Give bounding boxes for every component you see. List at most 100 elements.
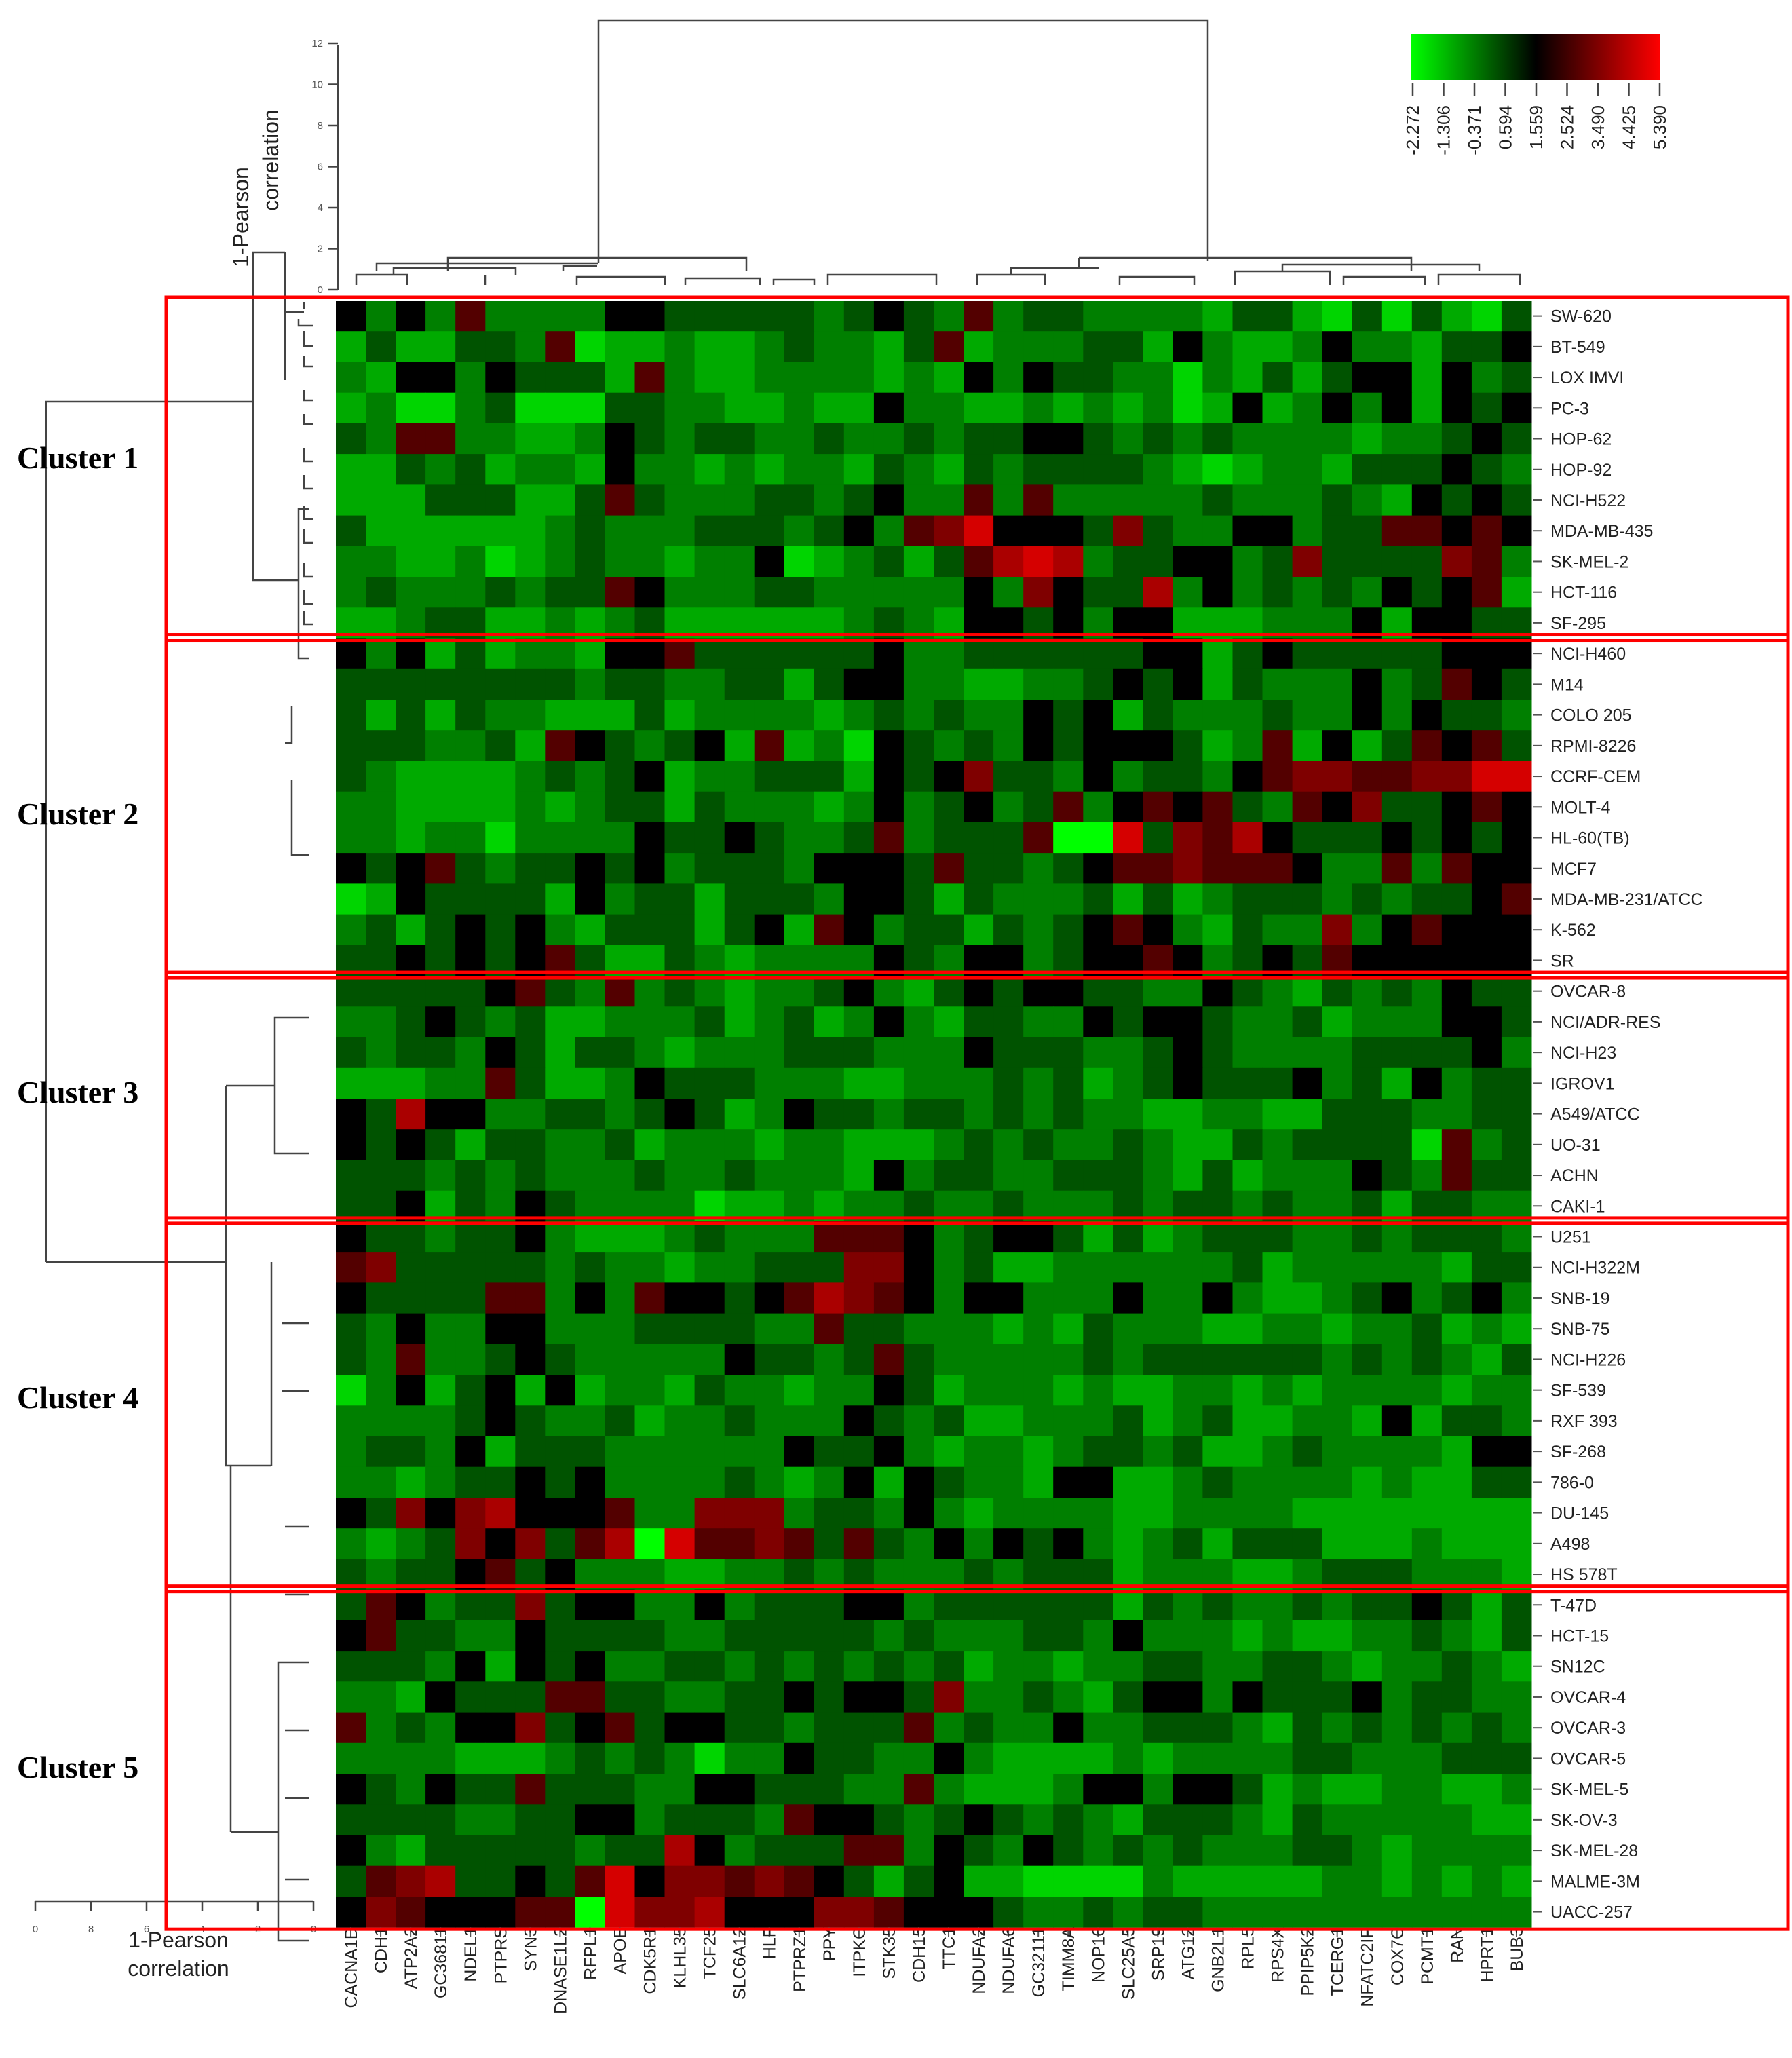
heatmap-cell <box>605 668 636 700</box>
heatmap-cell <box>1113 1067 1143 1099</box>
heatmap-cell <box>336 331 366 362</box>
heatmap-cell <box>515 1037 546 1069</box>
heatmap-cell <box>575 1099 605 1130</box>
heatmap-cell <box>366 1313 396 1345</box>
heatmap-cell <box>724 577 755 608</box>
heatmap-cell <box>545 1681 575 1713</box>
heatmap-cell <box>903 638 934 670</box>
heatmap-cell <box>1381 546 1413 577</box>
heatmap-cell <box>784 484 815 516</box>
heatmap-cell <box>605 1252 636 1283</box>
heatmap-cell <box>336 1436 366 1468</box>
heatmap-cell <box>575 392 605 424</box>
heatmap-cell <box>664 1712 695 1744</box>
heatmap-cell <box>1202 1742 1233 1774</box>
heatmap-cell <box>396 1865 426 1897</box>
column-label: SYN3 <box>521 1927 540 1971</box>
heatmap-cell <box>336 1252 366 1283</box>
heatmap-cell <box>1411 1160 1443 1192</box>
heatmap-cell <box>873 638 904 670</box>
heatmap-cell <box>605 730 636 761</box>
heatmap-cell <box>903 1344 934 1375</box>
heatmap-cell <box>575 1897 605 1928</box>
heatmap-cell <box>425 392 456 424</box>
heatmap-cell <box>873 1620 904 1652</box>
column-label: CDH1 <box>372 1927 391 1973</box>
heatmap-cell <box>903 1681 934 1713</box>
heatmap-cell <box>1023 883 1054 915</box>
heatmap-cell <box>873 1498 904 1529</box>
heatmap-cell <box>814 392 845 424</box>
heatmap-cell <box>754 331 785 362</box>
heatmap-cell <box>934 1129 964 1160</box>
heatmap-cell <box>1352 914 1383 946</box>
heatmap-cell <box>1053 730 1084 761</box>
heatmap-cell <box>1113 1037 1143 1069</box>
heatmap-cell <box>1173 1498 1203 1529</box>
heatmap-cell <box>1441 883 1472 915</box>
heatmap-cell <box>964 423 994 455</box>
heatmap-cell <box>1202 1712 1233 1744</box>
heatmap-cell <box>1023 1742 1054 1774</box>
heatmap-cell <box>724 546 755 577</box>
heatmap-cell <box>664 1835 695 1867</box>
heatmap-cell <box>873 1589 904 1621</box>
heatmap-cell <box>664 1589 695 1621</box>
heatmap-cell <box>1083 1436 1113 1468</box>
heatmap-cell <box>515 362 546 394</box>
heatmap-cell <box>1232 392 1263 424</box>
heatmap-cell <box>694 1221 725 1253</box>
heatmap-cell <box>1322 1620 1353 1652</box>
heatmap-cell <box>1173 1865 1203 1897</box>
heatmap-cell <box>1202 1865 1233 1897</box>
heatmap-cell <box>1381 1742 1413 1774</box>
heatmap-cell <box>425 1835 456 1867</box>
heatmap-cell <box>485 1436 516 1468</box>
column-label: RFPL1 <box>581 1927 600 1980</box>
heatmap-cell <box>545 700 575 731</box>
heatmap-cell <box>1083 730 1113 761</box>
heatmap-cell <box>1053 1405 1084 1437</box>
heatmap-cell <box>814 730 845 761</box>
heatmap-cell <box>843 1774 875 1805</box>
heatmap-cell <box>903 1712 934 1744</box>
left-axis-title-line1: 1-Pearson <box>128 1928 229 1952</box>
heatmap-cell <box>545 1620 575 1652</box>
heatmap-cell <box>485 883 516 915</box>
heatmap-cell <box>964 791 994 823</box>
heatmap-cell <box>664 454 695 485</box>
heatmap-cell <box>1322 1774 1353 1805</box>
heatmap-cell <box>366 1589 396 1621</box>
heatmap-cell <box>1232 1037 1263 1069</box>
heatmap-cell <box>1113 1681 1143 1713</box>
heatmap-cell <box>934 883 964 915</box>
heatmap-cell <box>843 791 875 823</box>
heatmap-cell <box>1083 423 1113 455</box>
heatmap-cell <box>605 1282 636 1314</box>
row-label: SF-295 <box>1550 614 1606 633</box>
heatmap-cell <box>1441 638 1472 670</box>
heatmap-cell <box>1023 791 1054 823</box>
heatmap-cell <box>664 423 695 455</box>
heatmap-cell <box>575 454 605 485</box>
heatmap-cell <box>1411 1466 1443 1498</box>
column-label: SLC6A12 <box>731 1927 750 2000</box>
heatmap-cell <box>903 454 934 485</box>
row-label: OVCAR-3 <box>1550 1719 1626 1738</box>
heatmap-cell <box>1441 1897 1472 1928</box>
heatmap-cell <box>575 1160 605 1192</box>
column-label: CDK5R1 <box>641 1927 660 1994</box>
heatmap-cell <box>396 577 426 608</box>
heatmap-cell <box>993 1160 1024 1192</box>
heatmap-cell <box>634 1375 666 1406</box>
cluster-label: Cluster 5 <box>17 1750 138 1785</box>
heatmap-cell <box>1202 1498 1233 1529</box>
heatmap-cell <box>694 761 725 793</box>
heatmap-cell <box>964 730 994 761</box>
heatmap-cell <box>964 668 994 700</box>
heatmap-cell <box>1381 822 1413 854</box>
heatmap-cell <box>903 515 934 547</box>
column-label: GNB2L1 <box>1208 1927 1227 1992</box>
heatmap-cell <box>1411 730 1443 761</box>
heatmap-cell <box>964 1221 994 1253</box>
